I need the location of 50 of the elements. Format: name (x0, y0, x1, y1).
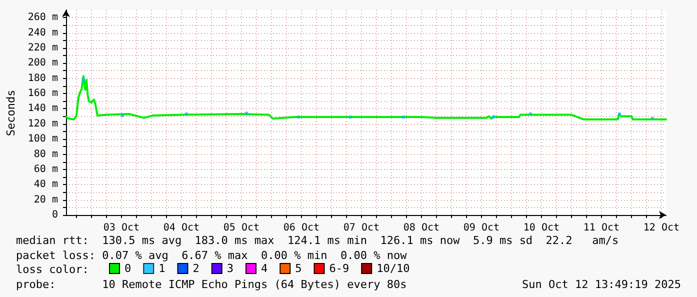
point (184, 112, 188, 116)
x-tick-label: 10 Oct (523, 222, 560, 234)
y-tick-label: 20 m (34, 194, 58, 206)
y-tick-label: 160 m (28, 88, 58, 100)
legend-label: 3 (226, 262, 234, 275)
y-tick-label: 0 (52, 210, 58, 220)
legend-label: 5 (295, 262, 302, 275)
point (244, 112, 248, 115)
legend-label: 2 (192, 262, 200, 275)
x-tick-label: 05 Oct (223, 222, 260, 234)
text: Sun Oct 12 13:49:19 2025 (522, 278, 682, 291)
legend-label: 0 (124, 262, 132, 275)
point (650, 117, 654, 120)
legend-label: 1 (158, 262, 166, 275)
point (348, 116, 352, 119)
legend-label: 4 (260, 262, 268, 275)
x-tick-label: 03 Oct (103, 222, 140, 234)
y-tick-label: 240 m (28, 27, 58, 38)
x-tick-label: 11 Oct (583, 222, 620, 234)
y-tick-label: 120 m (28, 118, 58, 130)
point (492, 116, 495, 119)
y-tick-label: 180 m (28, 72, 58, 84)
text: probe: 10 Remote ICMP Echo Pings (64 Bytes) every 80s (16, 278, 407, 291)
point (402, 116, 405, 119)
x-tick-label: 04 Oct (163, 222, 200, 234)
point (618, 112, 621, 116)
y-tick-label: 100 m (28, 134, 58, 145)
text: packet loss: 0.07 % avg 6.67 % max 0.00 % min 0.00 % now (16, 249, 408, 262)
y-tick-label: 200 m (28, 58, 58, 69)
legend-label: 10/10 (376, 262, 410, 275)
y-tick-label: 60 m (34, 164, 58, 175)
y-axis-title: Seconds (4, 90, 18, 136)
y-tick-label: 140 m (28, 103, 58, 114)
point (296, 116, 300, 119)
y-tick-label: 40 m (34, 179, 58, 190)
legend-title: loss color: (16, 263, 89, 276)
y-tick-label: 80 m (34, 148, 58, 160)
text: median rtt: 130.5 ms avg 183.0 ms max 124.1 ms min 126.1 ms now 5.9 ms sd 22.2 am/s (16, 234, 619, 247)
line-series (65, 75, 667, 120)
point (82, 78, 85, 82)
point (528, 112, 532, 116)
x-tick-label: 06 Oct (283, 222, 320, 234)
y-tick-label: 220 m (28, 42, 58, 54)
x-tick-label: 08 Oct (403, 222, 440, 234)
y-tick-label: 260 m (28, 12, 58, 24)
x-tick-label: 12 Oct (643, 222, 680, 234)
point (120, 114, 124, 118)
x-tick-label: 09 Oct (463, 222, 500, 234)
x-tick-label: 07 Oct (343, 222, 380, 234)
legend-label: 6-9 (329, 262, 350, 275)
